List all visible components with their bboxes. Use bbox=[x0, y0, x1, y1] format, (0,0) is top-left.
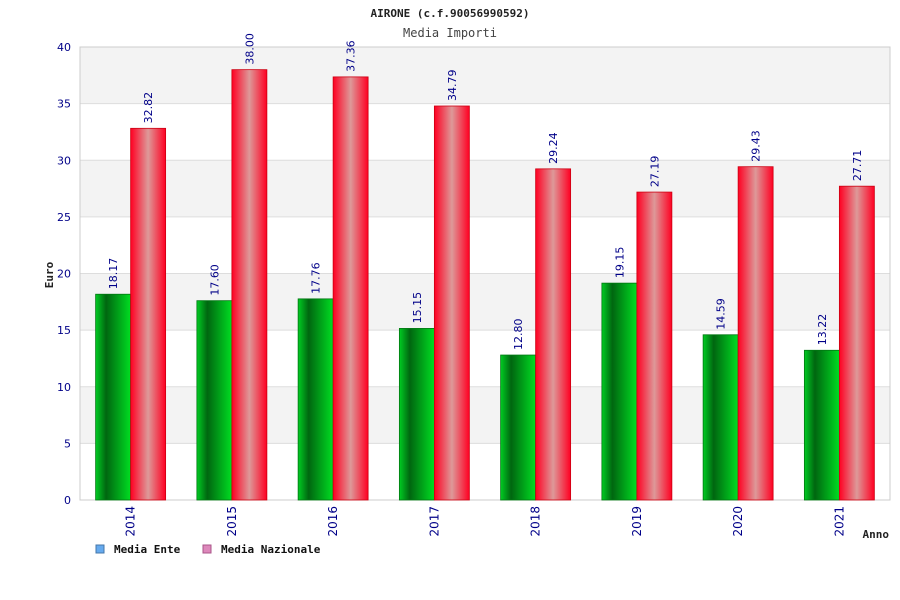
bar-media-ente bbox=[702, 334, 739, 501]
bar-media-nazionale bbox=[535, 168, 572, 501]
bar-value-label: 34.79 bbox=[446, 70, 459, 102]
chart-subtitle: Media Importi bbox=[403, 26, 497, 40]
bar-media-nazionale bbox=[231, 69, 268, 501]
bar-media-nazionale bbox=[838, 185, 875, 501]
bar-media-ente bbox=[95, 293, 132, 501]
bar-value-label: 27.19 bbox=[648, 156, 661, 188]
bar-media-ente bbox=[297, 298, 334, 501]
x-tick-label: 2016 bbox=[326, 506, 340, 537]
bar-media-nazionale bbox=[130, 127, 167, 501]
x-tick-label: 2021 bbox=[832, 506, 846, 537]
bar-value-label: 17.76 bbox=[310, 262, 323, 294]
y-tick-label: 30 bbox=[57, 154, 71, 167]
x-tick-label: 2014 bbox=[124, 506, 138, 537]
bar-value-label: 29.43 bbox=[750, 130, 763, 162]
plot-area bbox=[79, 46, 891, 501]
bar-value-label: 15.15 bbox=[411, 292, 424, 324]
bar-media-ente bbox=[601, 282, 638, 501]
y-tick-label: 35 bbox=[57, 98, 71, 111]
chart-title: AIRONE (c.f.90056990592) bbox=[371, 7, 530, 20]
bar-value-label: 32.82 bbox=[142, 92, 155, 124]
x-tick-label: 2015 bbox=[225, 506, 239, 537]
bar-value-label: 18.17 bbox=[107, 258, 120, 290]
y-tick-label: 10 bbox=[57, 381, 71, 394]
y-tick-label: 40 bbox=[57, 41, 71, 54]
legend: Media Ente Media Nazionale bbox=[95, 543, 321, 556]
y-tick-label: 0 bbox=[64, 494, 71, 507]
x-axis-ticks: 2014 2015 2016 2017 2018 2019 2020 2021 bbox=[124, 506, 847, 537]
x-tick-label: 2019 bbox=[630, 506, 644, 537]
grid-band bbox=[80, 47, 890, 104]
bar-value-label: 38.00 bbox=[243, 33, 256, 65]
bar-media-nazionale bbox=[332, 76, 369, 501]
bar-value-labels: 18.17 32.82 17.60 38.00 17.76 37.36 15.15 34.79… bbox=[107, 33, 864, 350]
bar-value-label: 12.80 bbox=[512, 319, 525, 351]
y-tick-label: 20 bbox=[57, 268, 71, 281]
legend-label-media-nazionale: Media Nazionale bbox=[221, 543, 321, 556]
y-tick-label: 5 bbox=[64, 437, 71, 450]
x-tick-label: 2020 bbox=[731, 506, 745, 537]
bar-media-ente bbox=[803, 349, 840, 501]
y-axis-label: Euro bbox=[43, 261, 56, 288]
bar-media-ente bbox=[500, 354, 537, 501]
bar-media-ente bbox=[398, 328, 435, 501]
y-axis-ticks: 0 5 10 15 20 25 30 35 40 bbox=[57, 41, 71, 507]
x-axis-label: Anno bbox=[863, 528, 890, 541]
y-tick-label: 25 bbox=[57, 211, 71, 224]
bar-value-label: 19.15 bbox=[613, 247, 626, 279]
bar-value-label: 14.59 bbox=[715, 298, 728, 330]
legend-swatch-media-ente bbox=[95, 544, 105, 554]
x-tick-label: 2017 bbox=[427, 506, 441, 537]
bar-value-label: 17.60 bbox=[208, 264, 221, 296]
legend-swatch-media-nazionale bbox=[202, 544, 212, 554]
bars bbox=[95, 69, 875, 501]
y-tick-label: 15 bbox=[57, 324, 71, 337]
x-tick-label: 2018 bbox=[529, 506, 543, 537]
bar-value-label: 37.36 bbox=[345, 40, 358, 72]
bar-media-nazionale bbox=[737, 166, 774, 501]
bar-value-label: 27.71 bbox=[851, 150, 864, 182]
bar-media-ente bbox=[196, 300, 233, 501]
legend-label-media-ente: Media Ente bbox=[114, 543, 181, 556]
bar-value-label: 13.22 bbox=[816, 314, 829, 346]
bar-value-label: 29.24 bbox=[547, 132, 560, 164]
bar-media-nazionale bbox=[433, 105, 470, 501]
grid-band bbox=[80, 103, 890, 161]
bar-media-nazionale bbox=[636, 191, 673, 501]
